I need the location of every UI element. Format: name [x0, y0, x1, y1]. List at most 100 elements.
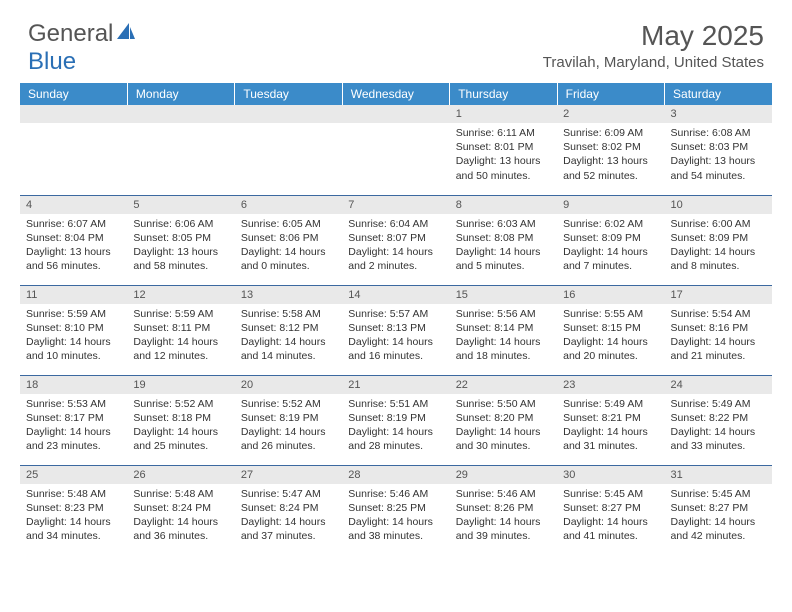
- calendar-head: SundayMondayTuesdayWednesdayThursdayFrid…: [20, 83, 772, 105]
- day-details: Sunrise: 5:45 AMSunset: 8:27 PMDaylight:…: [665, 484, 772, 550]
- day-number: 15: [450, 286, 557, 304]
- day-number: 5: [127, 196, 234, 214]
- day-number: 20: [235, 376, 342, 394]
- day-details: Sunrise: 6:03 AMSunset: 8:08 PMDaylight:…: [450, 214, 557, 280]
- day-details: Sunrise: 6:08 AMSunset: 8:03 PMDaylight:…: [665, 123, 772, 189]
- calendar-empty-cell: [342, 105, 449, 195]
- month-title: May 2025: [543, 20, 764, 52]
- calendar-day-cell: 24Sunrise: 5:49 AMSunset: 8:22 PMDayligh…: [665, 375, 772, 465]
- day-number: 22: [450, 376, 557, 394]
- day-details: Sunrise: 5:57 AMSunset: 8:13 PMDaylight:…: [342, 304, 449, 370]
- calendar-week-row: 25Sunrise: 5:48 AMSunset: 8:23 PMDayligh…: [20, 465, 772, 555]
- calendar-body: 1Sunrise: 6:11 AMSunset: 8:01 PMDaylight…: [20, 105, 772, 555]
- calendar-day-cell: 1Sunrise: 6:11 AMSunset: 8:01 PMDaylight…: [450, 105, 557, 195]
- calendar-day-cell: 31Sunrise: 5:45 AMSunset: 8:27 PMDayligh…: [665, 465, 772, 555]
- weekday-header: Friday: [557, 83, 664, 105]
- calendar-day-cell: 29Sunrise: 5:46 AMSunset: 8:26 PMDayligh…: [450, 465, 557, 555]
- day-details: Sunrise: 5:46 AMSunset: 8:26 PMDaylight:…: [450, 484, 557, 550]
- day-details: Sunrise: 6:02 AMSunset: 8:09 PMDaylight:…: [557, 214, 664, 280]
- day-details: Sunrise: 5:55 AMSunset: 8:15 PMDaylight:…: [557, 304, 664, 370]
- day-details: Sunrise: 5:46 AMSunset: 8:25 PMDaylight:…: [342, 484, 449, 550]
- calendar-day-cell: 30Sunrise: 5:45 AMSunset: 8:27 PMDayligh…: [557, 465, 664, 555]
- day-details: Sunrise: 5:51 AMSunset: 8:19 PMDaylight:…: [342, 394, 449, 460]
- day-number: [127, 105, 234, 123]
- calendar-day-cell: 7Sunrise: 6:04 AMSunset: 8:07 PMDaylight…: [342, 195, 449, 285]
- weekday-header: Tuesday: [235, 83, 342, 105]
- day-details: Sunrise: 5:52 AMSunset: 8:19 PMDaylight:…: [235, 394, 342, 460]
- calendar-day-cell: 20Sunrise: 5:52 AMSunset: 8:19 PMDayligh…: [235, 375, 342, 465]
- day-number: 12: [127, 286, 234, 304]
- day-number: 25: [20, 466, 127, 484]
- day-details: Sunrise: 5:50 AMSunset: 8:20 PMDaylight:…: [450, 394, 557, 460]
- day-number: [342, 105, 449, 123]
- calendar-day-cell: 21Sunrise: 5:51 AMSunset: 8:19 PMDayligh…: [342, 375, 449, 465]
- day-number: 10: [665, 196, 772, 214]
- day-number: 23: [557, 376, 664, 394]
- calendar-day-cell: 4Sunrise: 6:07 AMSunset: 8:04 PMDaylight…: [20, 195, 127, 285]
- calendar-day-cell: 26Sunrise: 5:48 AMSunset: 8:24 PMDayligh…: [127, 465, 234, 555]
- sail-icon: [115, 20, 137, 48]
- day-number: 16: [557, 286, 664, 304]
- title-block: May 2025 Travilah, Maryland, United Stat…: [543, 20, 764, 71]
- weekday-header: Sunday: [20, 83, 127, 105]
- calendar-day-cell: 11Sunrise: 5:59 AMSunset: 8:10 PMDayligh…: [20, 285, 127, 375]
- weekday-header: Monday: [127, 83, 234, 105]
- calendar-day-cell: 5Sunrise: 6:06 AMSunset: 8:05 PMDaylight…: [127, 195, 234, 285]
- logo-text-general: General: [28, 20, 113, 48]
- day-details: Sunrise: 5:53 AMSunset: 8:17 PMDaylight:…: [20, 394, 127, 460]
- day-number: 29: [450, 466, 557, 484]
- day-number: 13: [235, 286, 342, 304]
- calendar-day-cell: 6Sunrise: 6:05 AMSunset: 8:06 PMDaylight…: [235, 195, 342, 285]
- calendar-empty-cell: [20, 105, 127, 195]
- day-details: Sunrise: 5:48 AMSunset: 8:24 PMDaylight:…: [127, 484, 234, 550]
- calendar-day-cell: 2Sunrise: 6:09 AMSunset: 8:02 PMDaylight…: [557, 105, 664, 195]
- calendar-day-cell: 19Sunrise: 5:52 AMSunset: 8:18 PMDayligh…: [127, 375, 234, 465]
- day-details: Sunrise: 5:52 AMSunset: 8:18 PMDaylight:…: [127, 394, 234, 460]
- day-number: 14: [342, 286, 449, 304]
- calendar-day-cell: 18Sunrise: 5:53 AMSunset: 8:17 PMDayligh…: [20, 375, 127, 465]
- day-number: 30: [557, 466, 664, 484]
- day-details: Sunrise: 5:45 AMSunset: 8:27 PMDaylight:…: [557, 484, 664, 550]
- day-details: Sunrise: 5:58 AMSunset: 8:12 PMDaylight:…: [235, 304, 342, 370]
- calendar-day-cell: 10Sunrise: 6:00 AMSunset: 8:09 PMDayligh…: [665, 195, 772, 285]
- day-details: Sunrise: 5:49 AMSunset: 8:22 PMDaylight:…: [665, 394, 772, 460]
- day-details: Sunrise: 6:05 AMSunset: 8:06 PMDaylight:…: [235, 214, 342, 280]
- calendar-week-row: 4Sunrise: 6:07 AMSunset: 8:04 PMDaylight…: [20, 195, 772, 285]
- day-details: Sunrise: 5:49 AMSunset: 8:21 PMDaylight:…: [557, 394, 664, 460]
- calendar-day-cell: 23Sunrise: 5:49 AMSunset: 8:21 PMDayligh…: [557, 375, 664, 465]
- calendar-empty-cell: [127, 105, 234, 195]
- calendar-day-cell: 12Sunrise: 5:59 AMSunset: 8:11 PMDayligh…: [127, 285, 234, 375]
- day-details: Sunrise: 6:09 AMSunset: 8:02 PMDaylight:…: [557, 123, 664, 189]
- weekday-header: Thursday: [450, 83, 557, 105]
- calendar-day-cell: 28Sunrise: 5:46 AMSunset: 8:25 PMDayligh…: [342, 465, 449, 555]
- day-number: 31: [665, 466, 772, 484]
- day-number: 21: [342, 376, 449, 394]
- calendar-day-cell: 14Sunrise: 5:57 AMSunset: 8:13 PMDayligh…: [342, 285, 449, 375]
- location-text: Travilah, Maryland, United States: [543, 54, 764, 71]
- day-details: Sunrise: 5:59 AMSunset: 8:11 PMDaylight:…: [127, 304, 234, 370]
- calendar-day-cell: 17Sunrise: 5:54 AMSunset: 8:16 PMDayligh…: [665, 285, 772, 375]
- calendar-day-cell: 8Sunrise: 6:03 AMSunset: 8:08 PMDaylight…: [450, 195, 557, 285]
- day-number: 7: [342, 196, 449, 214]
- calendar-day-cell: 3Sunrise: 6:08 AMSunset: 8:03 PMDaylight…: [665, 105, 772, 195]
- day-number: 11: [20, 286, 127, 304]
- day-details: Sunrise: 5:48 AMSunset: 8:23 PMDaylight:…: [20, 484, 127, 550]
- day-number: 3: [665, 105, 772, 123]
- logo: General: [28, 20, 139, 48]
- day-number: 9: [557, 196, 664, 214]
- calendar-week-row: 18Sunrise: 5:53 AMSunset: 8:17 PMDayligh…: [20, 375, 772, 465]
- day-number: 18: [20, 376, 127, 394]
- day-details: Sunrise: 6:06 AMSunset: 8:05 PMDaylight:…: [127, 214, 234, 280]
- weekday-header: Wednesday: [342, 83, 449, 105]
- calendar-day-cell: 25Sunrise: 5:48 AMSunset: 8:23 PMDayligh…: [20, 465, 127, 555]
- calendar-table: SundayMondayTuesdayWednesdayThursdayFrid…: [20, 83, 772, 555]
- day-number: 17: [665, 286, 772, 304]
- weekday-header: Saturday: [665, 83, 772, 105]
- day-details: Sunrise: 6:07 AMSunset: 8:04 PMDaylight:…: [20, 214, 127, 280]
- header: General May 2025 Travilah, Maryland, Uni…: [0, 0, 792, 79]
- day-number: 2: [557, 105, 664, 123]
- day-details: Sunrise: 6:00 AMSunset: 8:09 PMDaylight:…: [665, 214, 772, 280]
- day-number: 19: [127, 376, 234, 394]
- day-number: 1: [450, 105, 557, 123]
- logo-text-blue: Blue: [28, 48, 76, 76]
